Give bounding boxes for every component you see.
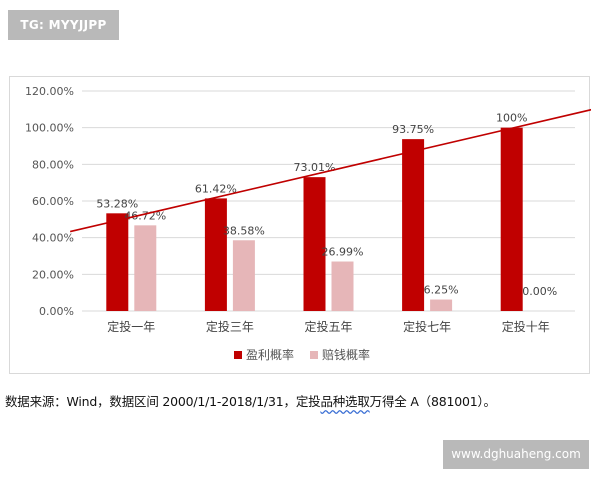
y-tick-label: 80.00%	[32, 158, 74, 171]
bar-profit	[303, 177, 326, 311]
watermark-top-left: TG: MYYJJPP	[8, 10, 119, 40]
chart-frame: 0.00% 20.00% 40.00% 60.00% 80.00% 100.00% 120.…	[9, 76, 591, 374]
bar-profit	[500, 127, 523, 311]
data-label-loss: 6.25%	[424, 284, 459, 297]
x-category-label: 定投三年	[206, 319, 254, 334]
bar-loss	[430, 299, 453, 311]
watermark-bottom-right: www.dghuaheng.com	[443, 440, 589, 469]
x-category-label: 定投十年	[502, 319, 550, 334]
source-prefix: 数据来源：Wind，数据区间 2000/1/1-2018/1/31，定投	[5, 394, 321, 409]
legend-label-profit: 盈利概率	[246, 347, 294, 362]
y-tick-label: 60.00%	[32, 195, 74, 208]
source-suffix: 万得全 A（881001）。	[369, 394, 496, 409]
bar-loss	[134, 225, 157, 311]
y-tick-label: 120.00%	[25, 85, 74, 98]
bar-profit	[106, 213, 129, 311]
data-label-loss: 26.99%	[322, 246, 364, 259]
data-label-profit: 93.75%	[392, 123, 434, 136]
data-label-profit: 61.42%	[195, 182, 237, 195]
bar-loss	[232, 240, 255, 311]
data-label-loss: 0.00%	[522, 285, 557, 298]
data-label-profit: 73.01%	[294, 161, 336, 174]
bar-profit	[402, 139, 425, 311]
source-underlined: 品种选取	[320, 394, 370, 409]
legend-swatch-profit	[234, 351, 242, 359]
trendline	[69, 108, 591, 233]
x-category-label: 定投一年	[107, 319, 155, 334]
data-label-loss: 46.72%	[124, 209, 166, 222]
data-label-loss: 38.58%	[223, 224, 265, 237]
profit-loss-probability-chart: 0.00% 20.00% 40.00% 60.00% 80.00% 100.00% 120.…	[25, 85, 591, 362]
x-category-label: 定投七年	[403, 319, 451, 334]
data-source-note: 数据来源：Wind，数据区间 2000/1/1-2018/1/31，定投品种选取…	[5, 391, 597, 410]
y-tick-label: 0.00%	[39, 305, 74, 318]
bar-profit	[204, 198, 227, 311]
legend-label-loss: 赔钱概率	[322, 347, 370, 362]
x-category-label: 定投五年	[304, 319, 352, 334]
data-label-profit: 100%	[496, 112, 527, 125]
bar-loss	[331, 261, 354, 311]
y-tick-label: 100.00%	[25, 122, 74, 135]
y-tick-label: 20.00%	[32, 268, 74, 281]
legend-swatch-loss	[310, 351, 318, 359]
data-label-profit: 53.28%	[96, 197, 138, 210]
y-tick-label: 40.00%	[32, 232, 74, 245]
